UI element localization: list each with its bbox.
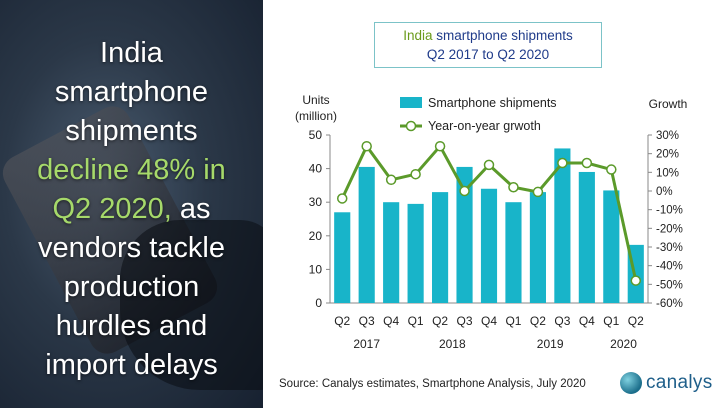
- title-text: smartphone shipments: [432, 28, 573, 43]
- x-tick-label: Q3: [554, 314, 570, 328]
- growth-point: [385, 174, 397, 186]
- legend-bar-swatch: [400, 97, 422, 108]
- x-tick-label: Q2: [628, 314, 644, 328]
- headline-line: hurdles and: [55, 310, 208, 342]
- bar: [432, 192, 449, 303]
- title-highlight: India: [403, 28, 433, 43]
- y-tick-label-right: 10%: [656, 167, 679, 179]
- logo-text: canalys: [646, 372, 713, 393]
- bar: [554, 148, 571, 303]
- y-tick-label-right: -50%: [656, 279, 683, 291]
- background-photo: [0, 0, 263, 408]
- x-tick-label: Q1: [505, 314, 521, 328]
- headline-text: as: [171, 193, 211, 225]
- bar: [603, 190, 620, 303]
- x-year-label: 2017: [353, 337, 380, 351]
- y-tick-label-right: -20%: [656, 223, 683, 235]
- headline-line: import delays: [45, 349, 218, 381]
- headline-line: India: [100, 37, 163, 69]
- bar: [358, 166, 375, 303]
- growth-point: [336, 193, 348, 204]
- y-tick-label-left: 0: [315, 296, 322, 310]
- growth-point: [459, 185, 470, 197]
- y-tick-label-right: -40%: [656, 261, 683, 273]
- headline-line: production: [63, 271, 200, 303]
- x-tick-label: Q1: [603, 314, 619, 328]
- bar: [480, 188, 498, 303]
- headline-highlight: decline 48% in: [37, 154, 226, 186]
- growth-point: [483, 159, 495, 171]
- y-tick-label-left: 50: [309, 128, 323, 142]
- legend-line-marker: [405, 120, 417, 132]
- x-tick-label: Q2: [334, 314, 350, 328]
- growth-point: [410, 168, 421, 180]
- y-axis-label-right: Growth: [649, 97, 688, 111]
- x-tick-label: Q2: [530, 314, 546, 328]
- growth-point: [508, 182, 519, 193]
- bar: [334, 212, 351, 303]
- x-tick-label: Q4: [481, 314, 497, 328]
- x-tick-label: Q3: [359, 314, 375, 328]
- y-tick-label-left: 10: [309, 262, 323, 276]
- bar: [383, 202, 400, 303]
- bar: [456, 166, 473, 303]
- y-tick-label-left: 30: [309, 195, 323, 209]
- growth-point: [630, 275, 642, 286]
- headline-line: vendors tackle: [38, 232, 225, 264]
- bar: [505, 202, 522, 303]
- x-tick-label: Q1: [408, 314, 424, 328]
- bar: [407, 203, 424, 303]
- bar: [578, 171, 595, 303]
- chart-area: 0 10 20 30 40 50 -60% -50% -40% -30% -20% -10% 0% 10%…: [295, 93, 688, 351]
- y-tick-label-right: -30%: [656, 242, 683, 254]
- legend-label-line: Year-on-year grwoth: [428, 119, 541, 133]
- headline: India smartphone shipments decline 48% i…: [0, 34, 263, 385]
- y-tick-label-left: 20: [309, 229, 323, 243]
- y-tick-label-right: -60%: [656, 298, 683, 310]
- chart-title: India smartphone shipments Q2 2017 to Q2…: [374, 22, 602, 68]
- panel-divider: [263, 0, 265, 408]
- x-tick-label: Q3: [457, 314, 473, 328]
- x-tick-label: Q2: [432, 314, 448, 328]
- growth-point: [532, 186, 544, 198]
- headline-line: smartphone: [54, 76, 209, 108]
- canalys-logo: canalys: [620, 370, 713, 396]
- headline-line: shipments: [65, 115, 198, 147]
- y-axis-label-left: (million): [295, 109, 337, 123]
- headline-line: Q2 2020, as: [0, 190, 263, 229]
- legend-label-bars: Smartphone shipments: [428, 96, 557, 110]
- headline-highlight: Q2 2020,: [52, 193, 172, 225]
- growth-point: [557, 157, 568, 169]
- y-tick-label-left: 40: [309, 162, 323, 176]
- y-axis-label-left: Units: [302, 93, 329, 107]
- y-tick-label-right: 0%: [656, 186, 673, 198]
- title-subtitle: Q2 2017 to Q2 2020: [426, 47, 550, 62]
- growth-point: [606, 164, 617, 175]
- y-tick-label-right: 20%: [656, 149, 679, 161]
- growth-point: [581, 157, 593, 169]
- x-year-label: 2020: [610, 337, 637, 351]
- y-tick-label-right: -10%: [656, 205, 683, 217]
- source-note: Source: Canalys estimates, Smartphone An…: [279, 378, 586, 390]
- y-tick-label-right: 30%: [656, 130, 679, 142]
- x-tick-label: Q4: [579, 314, 595, 328]
- x-year-label: 2018: [439, 337, 466, 351]
- x-year-label: 2019: [537, 337, 564, 351]
- hand-image: [120, 220, 263, 390]
- bar: [529, 192, 546, 303]
- growth-point: [361, 140, 372, 152]
- x-tick-label: Q4: [383, 314, 399, 328]
- canalys-logo-icon: [620, 372, 642, 394]
- growth-point: [434, 140, 446, 152]
